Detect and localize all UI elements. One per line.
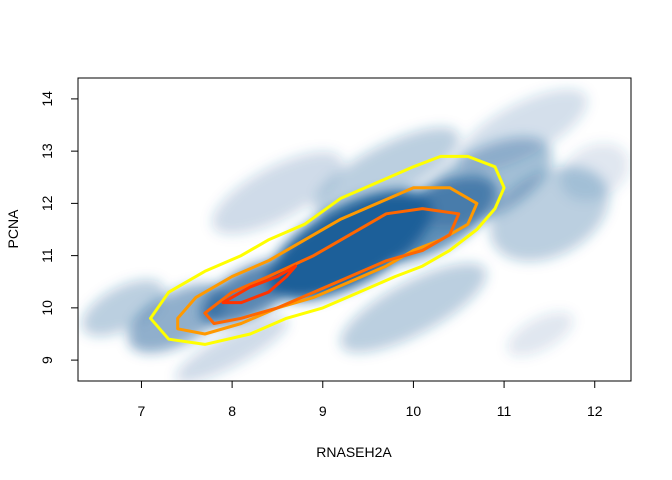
density-blob-7 [212,151,343,235]
x-tick-label: 10 [406,403,422,419]
density-blob-9 [340,263,487,353]
y-tick-label: 12 [39,195,55,211]
density-blob-8 [82,279,165,337]
y-tick-label: 14 [39,91,55,107]
contour-line-1 [176,186,479,336]
x-tick-label: 7 [138,403,146,419]
y-tick-label: 9 [39,356,55,364]
density-blob-1 [200,259,300,326]
y-axis-title: PCNA [5,209,21,249]
density-blob-10 [457,89,588,172]
x-tick-label: 11 [497,403,512,419]
contour-layer [149,154,506,346]
y-tick-label: 13 [39,143,55,159]
density-layer [82,89,630,381]
x-axis-title: RNASEH2A [316,444,392,460]
contour-line-2 [203,207,461,325]
x-tick-label: 9 [319,403,327,419]
y-tick-label: 11 [39,248,55,263]
x-tick-label: 8 [228,403,236,419]
contour-line-3 [221,264,298,305]
x-axis: 7 8 9 10 11 12 [138,380,603,419]
density-blob-13 [507,312,574,356]
density-blob-12 [560,143,630,201]
density-blob-11 [175,316,289,381]
y-axis: 9 10 11 12 13 14 [39,91,79,364]
y-tick-label: 10 [39,300,55,316]
contour-line-0 [149,154,506,346]
x-tick-label: 12 [587,403,603,419]
